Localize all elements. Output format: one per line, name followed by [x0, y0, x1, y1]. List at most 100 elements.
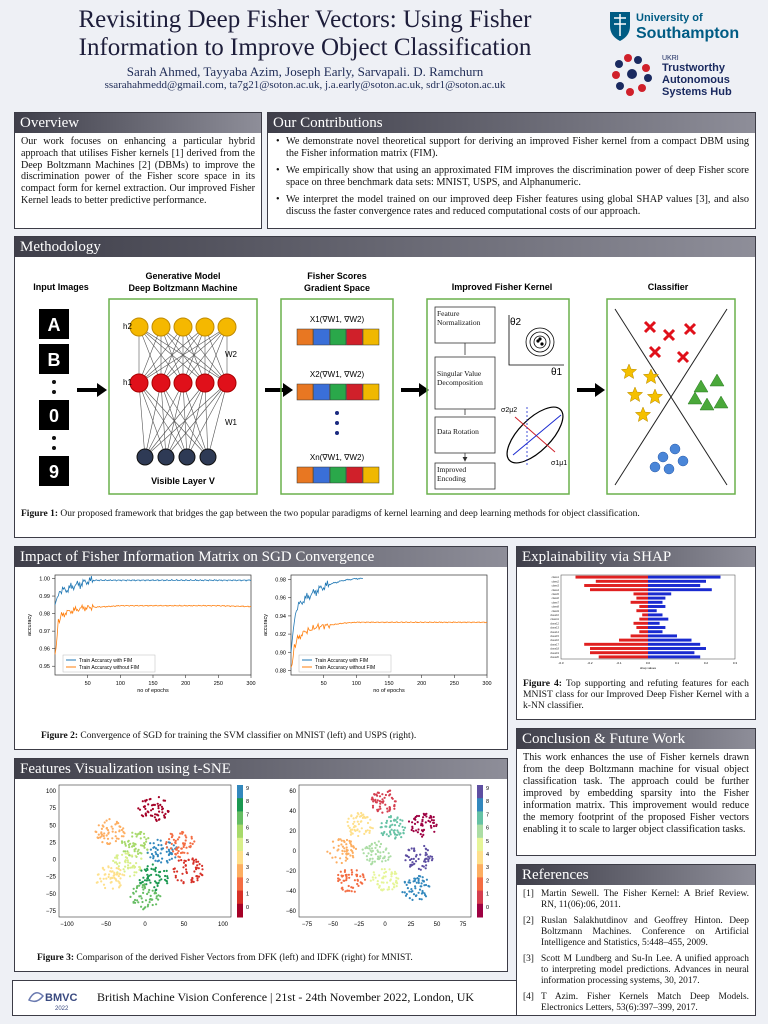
- tsne-point: [408, 897, 411, 900]
- tsne-point: [381, 798, 384, 801]
- dbm-node-h1: [173, 373, 193, 393]
- tsne-point: [185, 836, 188, 839]
- tsne-point: [359, 820, 362, 823]
- tsne-point: [388, 868, 391, 871]
- shap-bar-negative: [636, 596, 648, 600]
- sgd-title: Impact of Fisher Information Matrix on S…: [15, 547, 507, 567]
- sgd-charts: 1.00 0.99 0.98 0.97 0.96 0.95 50 100 150 200 250 30…: [27, 574, 492, 694]
- tsne-point: [416, 831, 419, 834]
- tsne-point: [100, 835, 103, 838]
- tas-dots-icon: [612, 54, 652, 96]
- tsne-point: [374, 853, 377, 856]
- tsne-point: [105, 826, 108, 830]
- tsne-point: [375, 844, 378, 847]
- tsne-point: [389, 879, 392, 882]
- tsne-point: [139, 844, 143, 847]
- theta1-label: θ1: [551, 367, 563, 378]
- tsne-point: [157, 807, 160, 810]
- shap-bar-positive: [648, 596, 666, 600]
- dbm-node-h1: [195, 373, 215, 393]
- tsne-point: [148, 874, 151, 877]
- tsne-point: [134, 901, 137, 904]
- tsne-point: [343, 840, 346, 844]
- tsne-point: [424, 860, 427, 863]
- tsne-point: [378, 857, 381, 860]
- tsne-point: [376, 799, 379, 802]
- tsne-point: [109, 870, 112, 873]
- shap-category-label: class18: [550, 647, 559, 651]
- tsne-point: [397, 877, 400, 880]
- figure4-caption-text: Top supporting and refuting features for…: [523, 678, 749, 711]
- tsne-point: [384, 793, 387, 797]
- legend-label: Train Accuracy with FIM: [79, 658, 132, 664]
- overview-text: Our work focuses on enhancing a particul…: [21, 136, 255, 206]
- tsne-point: [100, 827, 103, 830]
- tsne-colorbar-tick: 2: [246, 878, 249, 884]
- shap-category-label: class9: [552, 609, 560, 613]
- tsne-point: [197, 860, 200, 863]
- tsne-point: [103, 832, 106, 835]
- tsne-point: [393, 824, 397, 827]
- tsne-point: [158, 871, 161, 874]
- tsne-point: [420, 882, 423, 885]
- tsne-point: [135, 871, 138, 874]
- tsne-point: [136, 885, 139, 888]
- tsne-point: [366, 829, 369, 832]
- tsne-point: [185, 871, 188, 875]
- tsne-point: [383, 871, 386, 874]
- tsne-point: [351, 851, 354, 854]
- tsne-point: [178, 836, 181, 839]
- tsne-point: [157, 881, 160, 884]
- tsne-point: [433, 830, 436, 833]
- tsne-point: [114, 878, 117, 881]
- tsne-point: [371, 806, 375, 809]
- tsne-point: [163, 869, 166, 873]
- tsne-point: [417, 814, 421, 818]
- tsne-point: [412, 857, 415, 860]
- tsne-point: [182, 831, 185, 834]
- tsne-point: [349, 833, 352, 836]
- tsne-x-tick: 100: [218, 922, 229, 928]
- tsne-colorbar-segment: [477, 851, 483, 865]
- tsne-point: [137, 848, 140, 851]
- theta2-label: θ2: [510, 317, 522, 328]
- tsne-point: [139, 832, 142, 836]
- tsne-point: [337, 879, 340, 883]
- tsne-point: [380, 881, 383, 884]
- logo-soton-line2: Southampton: [636, 25, 739, 42]
- tsne-point: [163, 814, 166, 817]
- tsne-point: [133, 874, 136, 877]
- tsne-point: [391, 797, 394, 800]
- tsne-point: [415, 853, 418, 857]
- tsne-point: [173, 870, 176, 873]
- tsne-point: [355, 873, 358, 876]
- dbm-node-h1: [151, 373, 171, 393]
- shap-bar-positive: [648, 642, 701, 646]
- reference-item: [3] Scott M Lundberg and Su-In Lee. A uni…: [523, 954, 749, 986]
- tsne-point: [388, 816, 391, 819]
- tsne-point: [417, 828, 420, 831]
- tsne-point: [115, 822, 118, 825]
- shap-bar-positive: [648, 584, 701, 587]
- tsne-point: [417, 879, 420, 882]
- tsne-point: [118, 829, 121, 832]
- tsne-point: [363, 878, 367, 881]
- tsne-point: [148, 888, 151, 892]
- tsne-point: [151, 807, 154, 811]
- fisher-score-cell: [313, 466, 330, 484]
- tsne-point: [105, 834, 108, 837]
- tsne-point: [190, 835, 193, 838]
- tsne-point: [110, 825, 113, 828]
- tsne-point: [140, 905, 143, 908]
- tsne-point: [346, 857, 349, 860]
- tsne-point: [97, 833, 100, 836]
- tsne-point: [386, 790, 389, 793]
- shap-x-label: shap values: [640, 666, 657, 670]
- tsne-point: [99, 877, 102, 880]
- tsne-point: [122, 850, 125, 853]
- tsne-x-tick: 0: [383, 922, 387, 928]
- shap-bar-positive: [648, 647, 706, 650]
- dbm-node-h2: [151, 317, 171, 337]
- tsne-point: [165, 859, 168, 863]
- tsne-point: [167, 810, 170, 813]
